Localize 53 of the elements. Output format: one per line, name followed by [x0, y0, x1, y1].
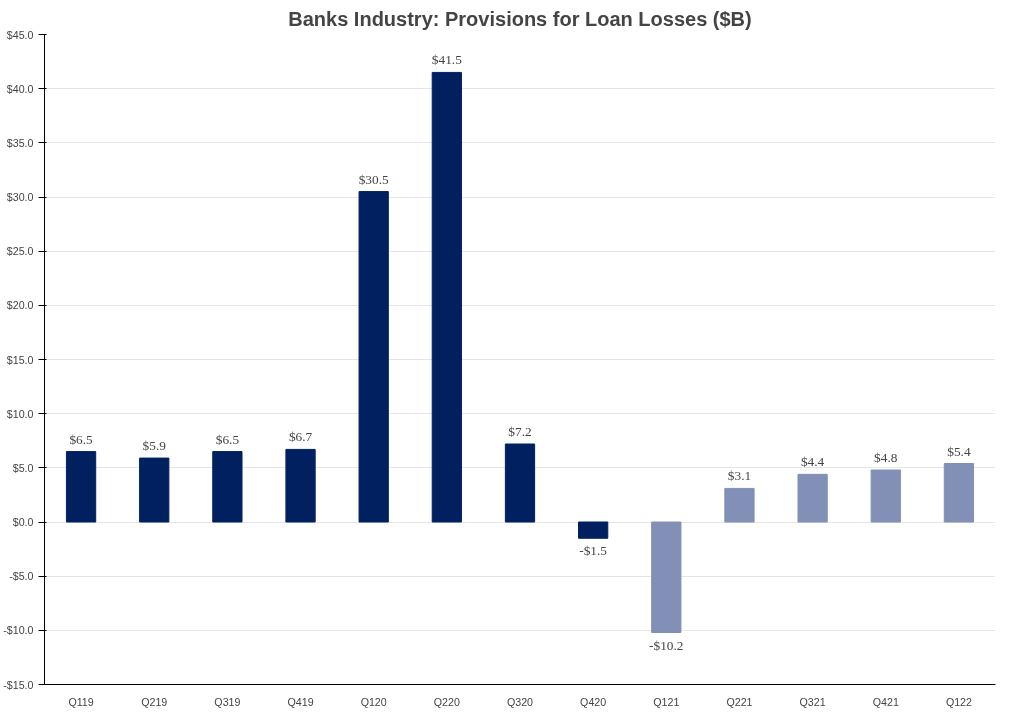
bar — [504, 443, 536, 523]
y-tick-label: -$5.0 — [9, 570, 34, 583]
x-tick-label: Q321 — [799, 695, 826, 708]
bar — [139, 457, 170, 523]
x-tick-label: Q421 — [872, 695, 899, 708]
y-tick-label: $20.0 — [6, 299, 34, 312]
y-tick-label: $35.0 — [6, 136, 34, 149]
y-tick-label: -$15.0 — [3, 678, 34, 691]
x-tick-label: Q419 — [287, 695, 314, 708]
y-tick-label: $25.0 — [6, 245, 34, 258]
x-tick-label: Q119 — [68, 695, 94, 708]
y-tick-label: -$10.0 — [3, 624, 34, 637]
data-label: $6.5 — [215, 431, 240, 447]
data-label: $4.4 — [800, 454, 825, 470]
bar — [431, 71, 462, 523]
data-label: $5.9 — [142, 438, 167, 454]
y-tick-label: $5.0 — [12, 461, 34, 474]
x-tick-label: Q220 — [433, 695, 460, 708]
x-tick-label: Q319 — [214, 695, 241, 708]
bar — [724, 487, 755, 523]
data-label: $6.7 — [288, 429, 313, 445]
y-tick-label: $40.0 — [6, 82, 34, 95]
x-tick-label: Q120 — [360, 695, 387, 708]
bar — [651, 521, 682, 633]
data-label: $3.1 — [727, 468, 752, 484]
data-label: $7.2 — [508, 424, 532, 439]
bar — [285, 448, 316, 523]
y-tick-label: $30.0 — [6, 191, 34, 203]
x-tick-label: Q122 — [945, 695, 973, 708]
chart-title: Banks Industry: Provisions for Loan Losses ($B) — [288, 7, 752, 30]
x-tick-label: Q121 — [653, 695, 680, 708]
bar — [578, 521, 609, 539]
data-label: $30.5 — [358, 171, 390, 187]
bar — [797, 473, 828, 523]
bar — [212, 451, 243, 523]
y-tick-label: $45.0 — [6, 28, 34, 41]
x-tick-label: Q320 — [506, 695, 534, 708]
data-label: -$1.5 — [579, 543, 608, 559]
data-label: $5.4 — [947, 443, 971, 459]
y-tick-label: $0.0 — [12, 516, 34, 528]
x-tick-label: Q420 — [580, 695, 607, 708]
data-label: $6.5 — [69, 431, 94, 447]
y-tick-label: $15.0 — [6, 353, 34, 366]
bar — [65, 451, 97, 523]
x-tick-label: Q219 — [141, 695, 168, 708]
y-tick-label: $10.0 — [6, 407, 34, 420]
data-label: $4.8 — [874, 450, 898, 465]
bar — [943, 463, 975, 523]
data-label: -$10.2 — [649, 637, 684, 653]
bar — [358, 191, 389, 523]
x-tick-label: Q221 — [726, 695, 753, 708]
bar — [870, 469, 901, 523]
data-label: $41.5 — [431, 52, 463, 68]
